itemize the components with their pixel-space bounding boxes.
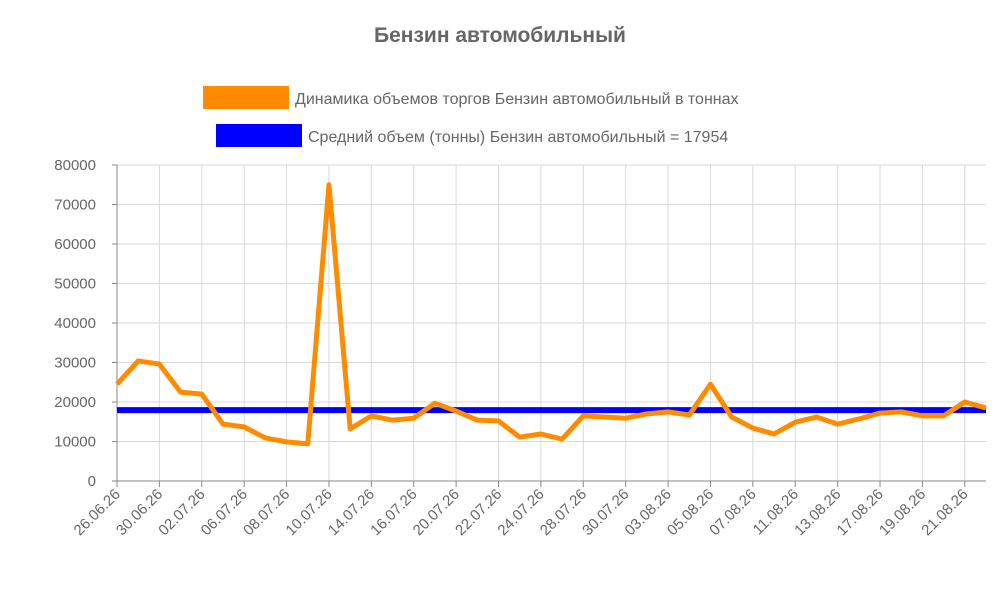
legend-label: Средний объем (тонны) Бензин автомобильн…: [308, 129, 728, 146]
legend-label: Динамика объемов торгов Бензин автомобил…: [295, 91, 739, 108]
y-tick-label: 20000: [54, 394, 96, 411]
y-tick-label: 40000: [54, 315, 96, 332]
legend-swatch: [203, 86, 289, 109]
y-tick-label: 80000: [54, 157, 96, 174]
y-tick-label: 70000: [54, 197, 96, 214]
x-tick-label: 07.08.26: [706, 486, 759, 539]
series-line: [115, 182, 987, 447]
y-tick-label: 50000: [54, 276, 96, 293]
x-tick-label: 21.08.26: [918, 486, 971, 539]
y-tick-label: 60000: [54, 236, 96, 253]
y-tick-label: 0: [88, 473, 96, 490]
chart-title: Бензин автомобильный: [374, 24, 626, 47]
y-tick-label: 10000: [54, 434, 96, 451]
y-tick-label: 30000: [54, 355, 96, 372]
legend-swatch: [216, 124, 302, 147]
